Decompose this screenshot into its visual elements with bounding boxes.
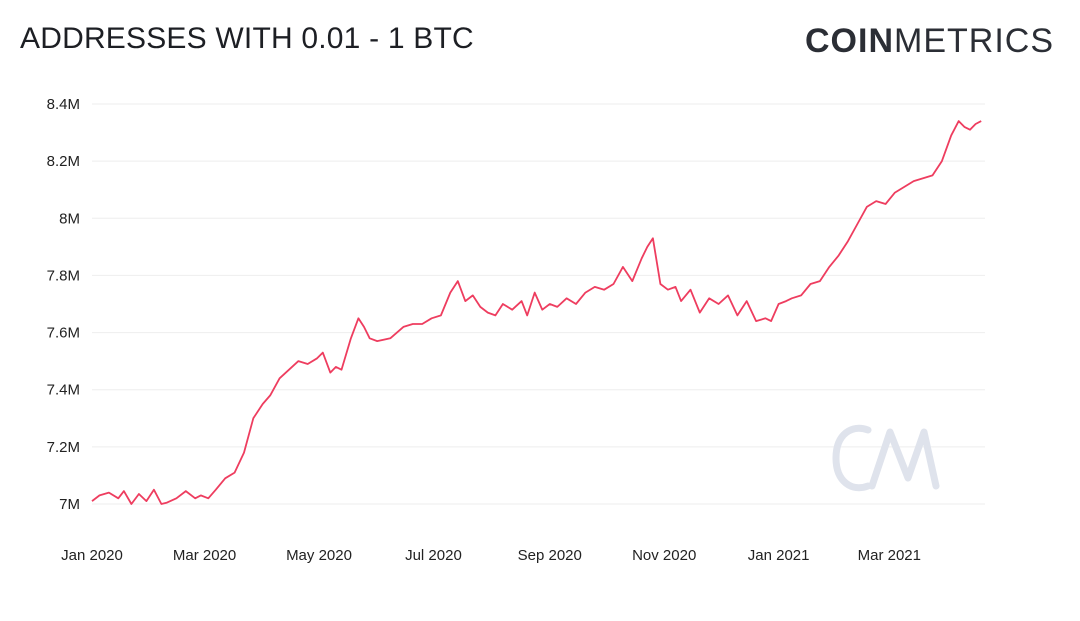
y-tick-label: 8.2M [47,153,80,170]
x-tick-label: Mar 2021 [858,547,921,564]
y-tick-label: 7M [59,496,80,513]
y-tick-label: 7.2M [47,439,80,456]
y-tick-label: 8.4M [47,96,80,113]
cm-watermark [832,424,940,492]
y-tick-label: 7.4M [47,382,80,399]
x-tick-label: Jul 2020 [405,547,462,564]
y-axis: 7M 7.2M 7.4M 7.6M 7.8M 8M 8.2M 8.4M [47,96,80,513]
x-tick-label: May 2020 [286,547,352,564]
coinmetrics-logo: COINMETRICS [805,22,1054,61]
y-tick-label: 8M [59,210,80,227]
series-line [91,120,982,505]
x-axis: Jan 2020 Mar 2020 May 2020 Jul 2020 Sep 2020… [61,547,921,564]
y-tick-label: 7.6M [47,325,80,342]
x-tick-label: Nov 2020 [632,547,696,564]
logo-light-text: METRICS [894,22,1054,60]
y-tick-label: 7.8M [47,267,80,284]
logo-bold-text: COIN [805,22,894,60]
watermark-m-shape [868,428,940,490]
x-tick-label: Jan 2021 [748,547,810,564]
x-tick-label: Sep 2020 [518,547,582,564]
gridlines [92,103,985,505]
watermark-c-shape [832,424,872,492]
chart-title: ADDRESSES WITH 0.01 - 1 BTC [20,22,474,55]
x-tick-label: Mar 2020 [173,547,236,564]
x-tick-label: Jan 2020 [61,547,123,564]
